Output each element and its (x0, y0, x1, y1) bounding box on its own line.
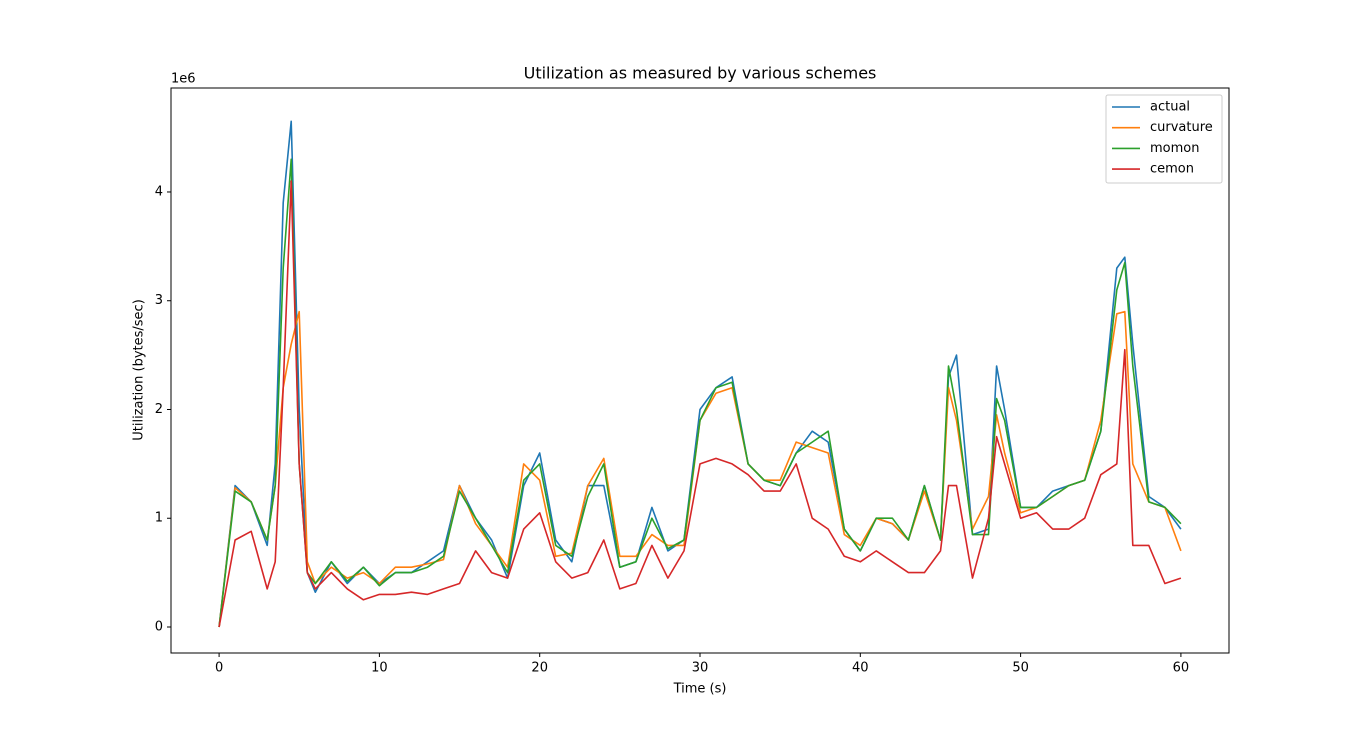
y-axis-label: Utilization (bytes/sec) (132, 299, 147, 441)
series-line (218, 180, 1182, 628)
legend-label: cemon (1150, 162, 1194, 177)
plot-frame (170, 87, 1230, 654)
y-tick-label: 0 (155, 620, 163, 635)
x-tick-label: 60 (1173, 661, 1190, 676)
y-tick-label: 1 (155, 511, 163, 526)
y-offset-label: 1e6 (171, 72, 196, 87)
y-tick-label: 4 (155, 184, 163, 199)
x-tick-label: 0 (215, 661, 223, 676)
chart-title: Utilization as measured by various schem… (524, 64, 877, 83)
legend-box (1105, 94, 1223, 184)
legend-label: actual (1150, 100, 1190, 115)
legend-label: momon (1150, 141, 1199, 156)
x-tick-label: 30 (692, 661, 709, 676)
x-axis-label: Time (s) (673, 682, 727, 697)
y-tick-label: 3 (155, 293, 163, 308)
x-tick-label: 50 (1012, 661, 1029, 676)
x-tick-label: 20 (531, 661, 548, 676)
legend-label: curvature (1150, 120, 1213, 135)
x-tick-label: 40 (852, 661, 869, 676)
x-tick-label: 10 (371, 661, 388, 676)
y-tick-label: 2 (155, 402, 163, 417)
series-line (218, 158, 1182, 628)
